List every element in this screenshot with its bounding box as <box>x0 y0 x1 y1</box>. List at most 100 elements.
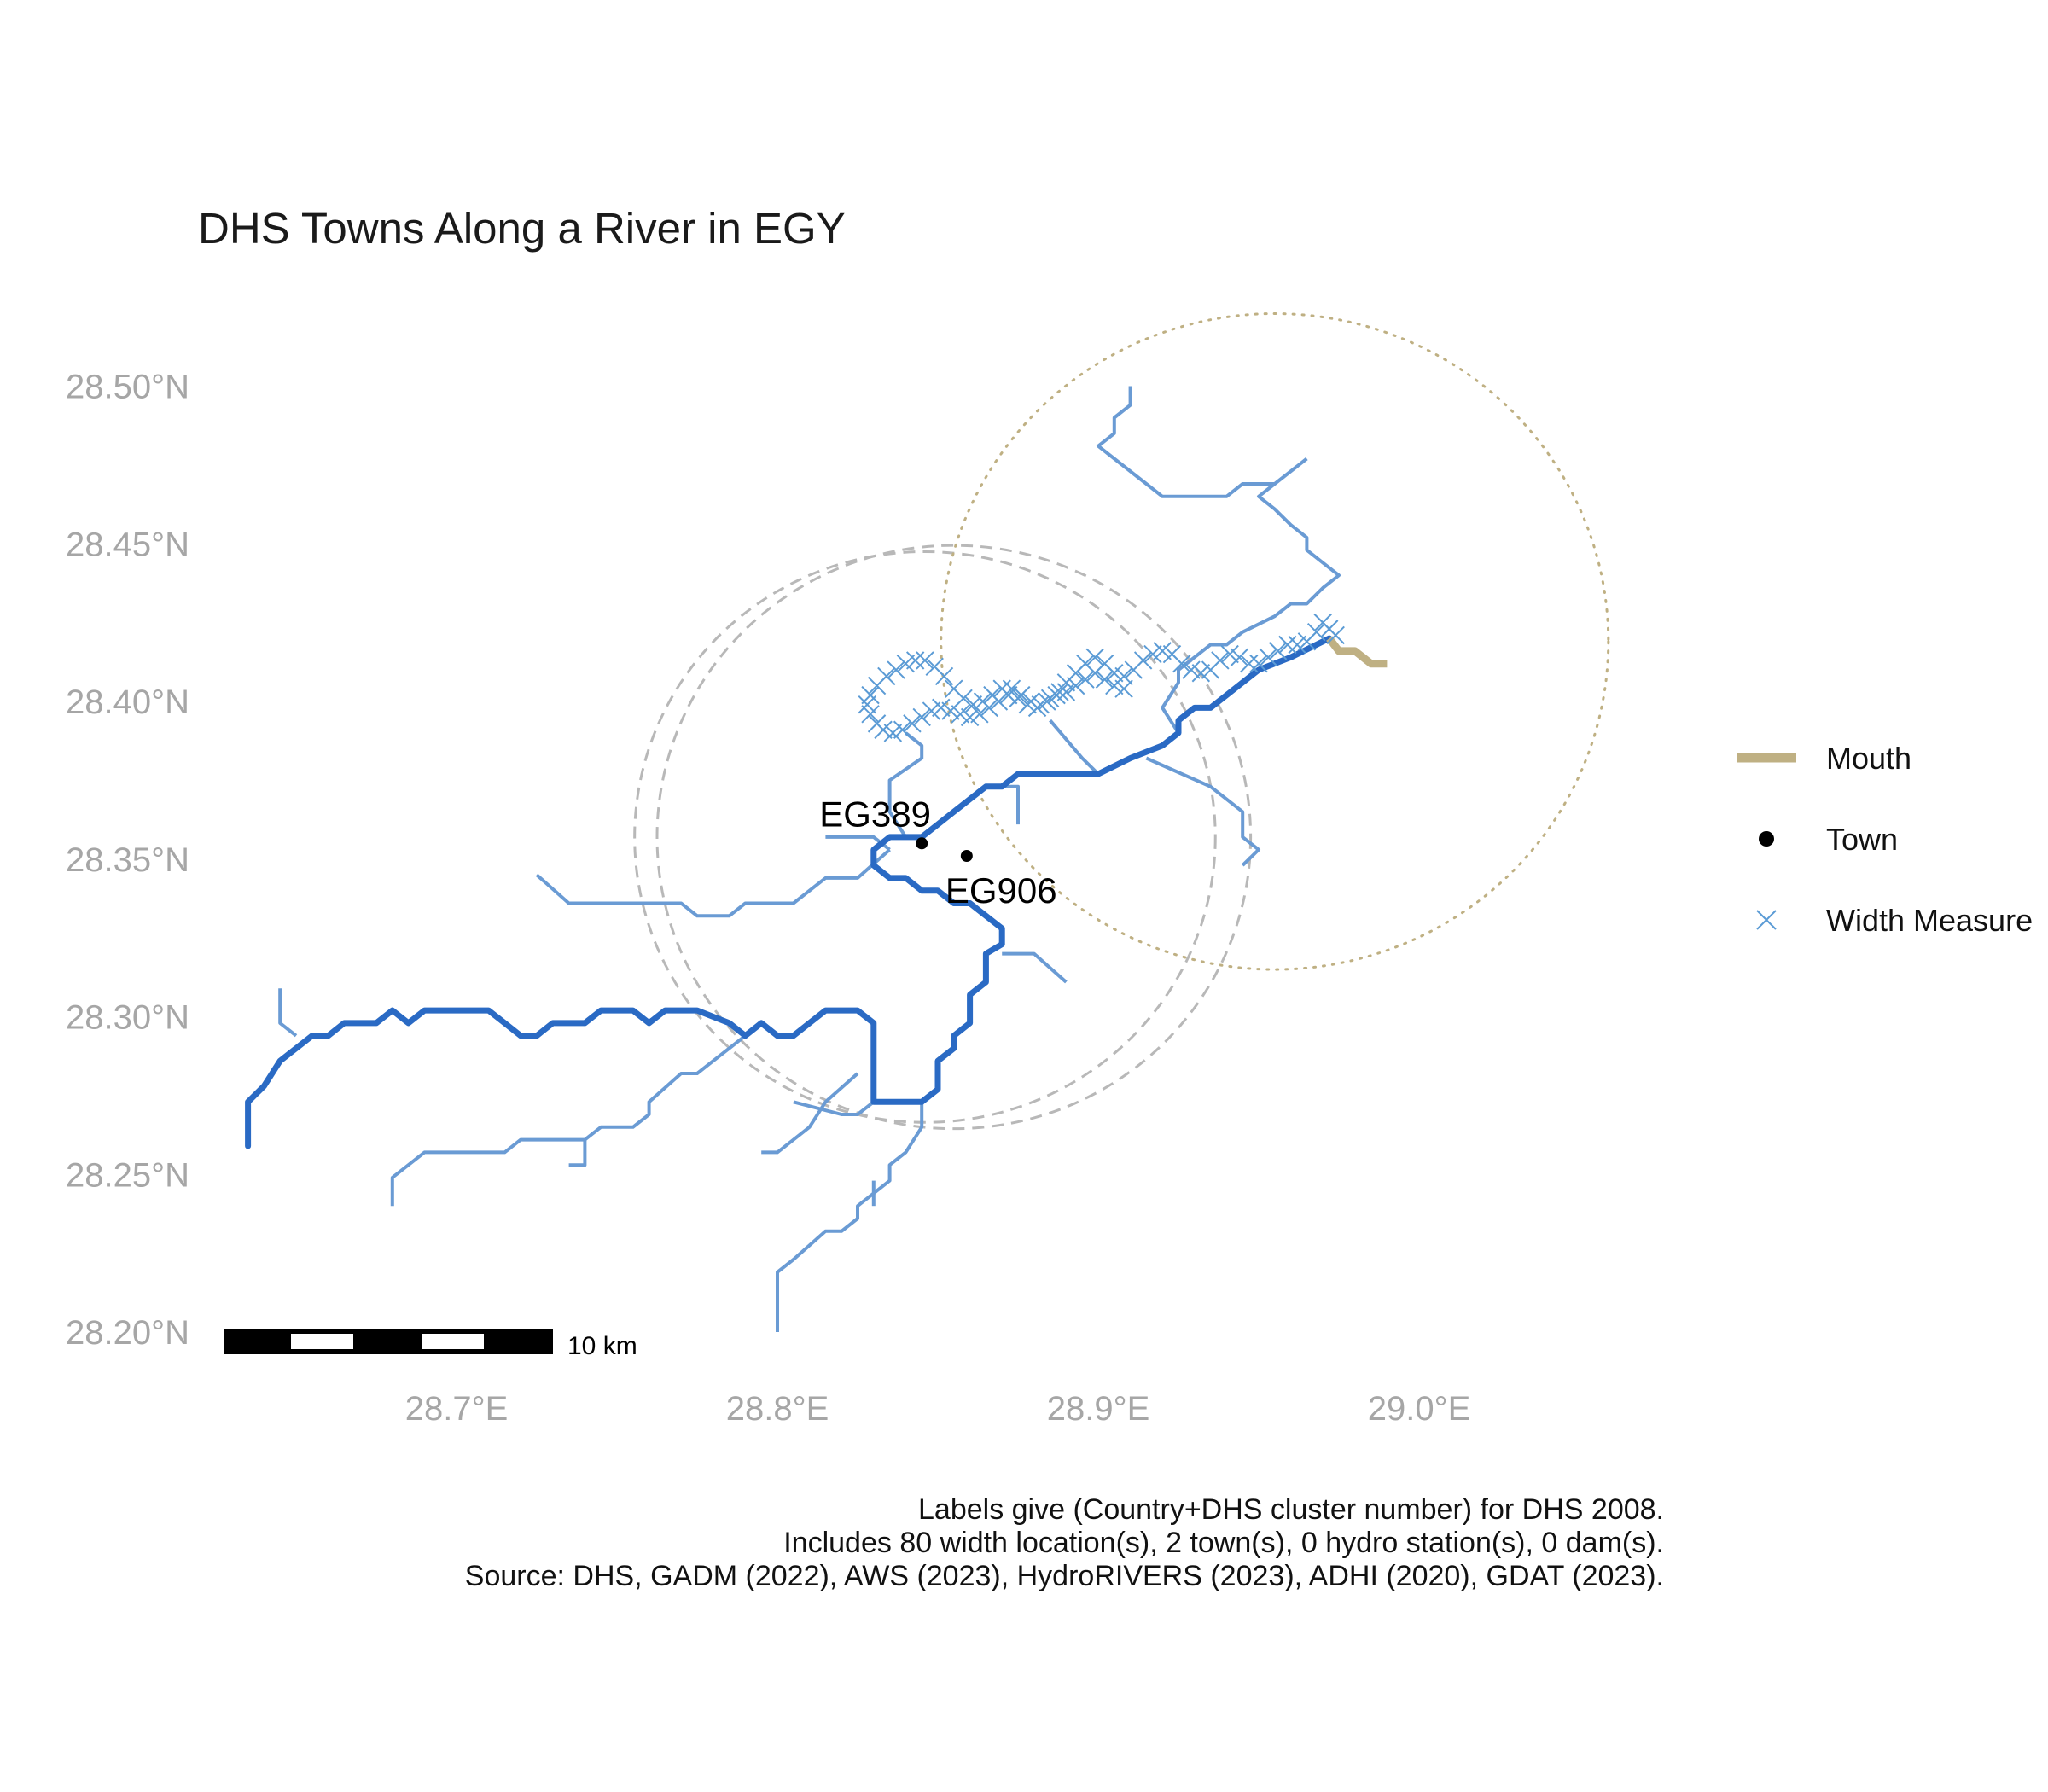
width-measure-point <box>1095 670 1114 689</box>
tributary-line <box>1049 719 1100 776</box>
legend-town-label: Town <box>1826 822 1898 857</box>
width-measure-point <box>1056 683 1076 701</box>
width-measure-point <box>999 685 1018 705</box>
width-measure-point <box>970 705 989 724</box>
mouth-segment <box>1326 636 1388 668</box>
width-measure-point <box>874 720 893 739</box>
mouth-buffer-circle <box>940 312 1610 971</box>
width-measure-point <box>1105 676 1124 695</box>
tributary-line <box>761 1072 859 1155</box>
mouth-line <box>1326 636 1388 668</box>
legend-width-cross <box>1756 910 1777 930</box>
width-measure-point <box>858 695 876 714</box>
legend-town-key <box>1759 831 1774 847</box>
scale-bar-segment <box>291 1334 353 1349</box>
town-point <box>916 837 928 850</box>
town-buffer-circle <box>655 544 1253 1131</box>
width-measure-point <box>905 651 925 670</box>
y-tick-label: 28.20°N <box>66 1314 189 1352</box>
width-measure-point <box>951 705 970 724</box>
tributary-line <box>1002 951 1068 984</box>
width-measure-point <box>1133 651 1153 670</box>
town-point <box>960 850 973 863</box>
width-measure-point <box>867 676 887 695</box>
y-axis: 28.20°N 28.25°N 28.30°N 28.35°N 28.40°N 28.45… <box>66 369 189 1353</box>
town-label: EG389 <box>819 794 931 834</box>
width-measure-point <box>1172 654 1191 673</box>
caption-line-2: Includes 80 width location(s), 2 town(s)… <box>783 1527 1664 1559</box>
width-measure-point <box>1153 642 1172 660</box>
width-measure-point <box>1085 664 1104 683</box>
caption-line-1: Labels give (Country+DHS cluster number)… <box>918 1493 1664 1526</box>
legend-width-label: Width Measure <box>1826 903 2033 938</box>
width-measure-point <box>1038 692 1056 711</box>
caption-line-3: Source: DHS, GADM (2022), AWS (2023), Hy… <box>465 1560 1664 1592</box>
legend-mouth-label: Mouth <box>1826 741 1911 776</box>
tributary-line <box>825 835 891 852</box>
y-tick-label: 28.45°N <box>66 526 189 563</box>
tributary-line <box>278 988 298 1038</box>
width-measure-point <box>896 654 916 673</box>
scale-bar: 10 km <box>224 1329 637 1360</box>
x-tick-label: 28.7°E <box>405 1390 509 1428</box>
width-measure-point <box>887 660 905 679</box>
width-measure-point <box>1066 676 1085 695</box>
width-measure-point <box>960 707 980 727</box>
width-measure-point <box>1278 635 1297 655</box>
width-measure-point <box>1047 685 1066 705</box>
width-measure-point <box>1143 644 1162 664</box>
width-measure-point <box>1085 648 1104 666</box>
legend: Mouth Town Width Measure <box>1737 741 2033 938</box>
width-measure-point <box>1114 679 1133 698</box>
tributary-line <box>1145 756 1260 867</box>
tributary-line <box>793 1100 876 1116</box>
caption: Labels give (Country+DHS cluster number)… <box>465 1493 1664 1592</box>
tributary-line <box>1273 457 1308 486</box>
buffer-circles <box>633 312 1610 1131</box>
town-label: EG906 <box>945 870 1057 911</box>
width-measures <box>858 613 1345 742</box>
tributary-line <box>887 731 924 838</box>
tributary-line <box>568 1139 587 1167</box>
x-tick-label: 29.0°E <box>1368 1390 1471 1428</box>
width-measure-point <box>925 657 944 677</box>
width-measure-point <box>861 685 880 705</box>
width-measure-point <box>1009 689 1027 708</box>
y-tick-label: 28.50°N <box>66 369 189 406</box>
width-measure-point <box>1259 648 1277 666</box>
town-buffer-circle <box>633 550 1217 1124</box>
width-measure-point <box>945 679 963 698</box>
y-tick-label: 28.25°N <box>66 1156 189 1194</box>
width-measure-point <box>861 705 880 724</box>
main-river <box>245 635 1333 1149</box>
width-measure-point <box>1105 664 1124 683</box>
width-measure-point <box>883 724 903 742</box>
width-measure-point <box>1191 664 1211 683</box>
y-tick-label: 28.35°N <box>66 841 189 879</box>
width-measure-point <box>1288 635 1306 655</box>
width-measure-point <box>922 701 941 720</box>
width-measure-point <box>941 701 960 720</box>
width-measure-point <box>1306 623 1326 642</box>
tributary-line <box>1097 386 1341 734</box>
main-river-line <box>245 635 1333 1149</box>
width-measure-point <box>903 714 922 733</box>
width-measure-point <box>1249 654 1268 673</box>
width-measure-point <box>1220 644 1239 664</box>
width-measure-point <box>1230 648 1249 666</box>
width-measure-point <box>912 707 931 727</box>
width-measure-point <box>932 698 951 718</box>
x-tick-label: 28.8°E <box>726 1390 829 1428</box>
tributary-line <box>776 1102 924 1332</box>
width-measure-point <box>1268 642 1288 660</box>
width-measure-point <box>893 720 912 739</box>
legend-width-key <box>1756 910 1777 930</box>
tributary-rivers <box>278 386 1341 1332</box>
tributary-line <box>390 1034 747 1207</box>
scale-bar-segment <box>422 1334 484 1349</box>
width-measure-point <box>1326 625 1345 645</box>
scale-bar-frame <box>224 1329 553 1354</box>
width-measure-point <box>1027 698 1047 718</box>
width-measure-point <box>963 695 983 714</box>
